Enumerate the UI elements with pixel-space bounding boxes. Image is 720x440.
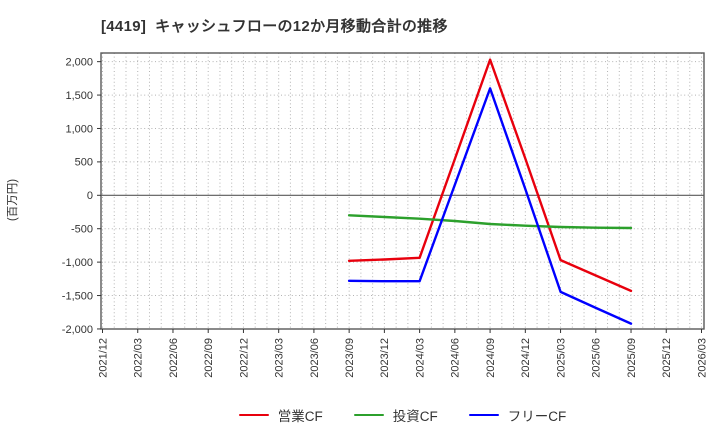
- x-tick-label: 2022/09: [203, 338, 215, 378]
- legend-item-operating-cf: 営業CF: [238, 405, 323, 425]
- y-tick-label: -500: [71, 224, 93, 236]
- y-tick-label: 1,000: [65, 123, 93, 135]
- y-tick-label: 1,500: [65, 90, 93, 102]
- x-tick-label: 2025/03: [555, 338, 567, 378]
- x-tick-label: 2025/12: [661, 338, 673, 378]
- x-tick-label: 2024/03: [414, 338, 426, 378]
- legend-line-investing-cf-icon: [353, 413, 384, 417]
- x-tick-label: 2024/09: [485, 338, 497, 378]
- chart-title: [4419] キャッシュフローの12か月移動合計の推移: [101, 18, 448, 35]
- y-tick-label: -1,000: [62, 257, 93, 269]
- x-tick-label: 2023/09: [344, 338, 356, 378]
- series-line-0: [347, 58, 633, 293]
- y-tick-label: -2,000: [62, 324, 93, 336]
- y-tick-label: -1,500: [62, 290, 93, 302]
- x-tick-label: 2023/03: [274, 338, 286, 378]
- x-tick-label: 2023/12: [379, 338, 391, 378]
- x-tick-label: 2021/12: [97, 338, 109, 378]
- legend-item-investing-cf: 投資CF: [353, 405, 438, 425]
- x-tick-label: 2024/12: [520, 338, 532, 378]
- plot-border: [100, 52, 705, 330]
- x-tick-label: 2023/06: [309, 338, 321, 378]
- x-tick-label: 2025/09: [626, 338, 638, 378]
- series-line-2: [347, 87, 633, 325]
- legend-line-free-cf-icon: [468, 413, 499, 417]
- y-tick-label: 2,000: [65, 57, 93, 69]
- legend-item-free-cf: フリーCF: [468, 405, 567, 425]
- legend: 営業CF 投資CF フリーCF: [101, 404, 704, 426]
- y-tick-label: 0: [87, 190, 93, 202]
- x-tick-label: 2022/12: [238, 338, 250, 378]
- series-line-1: [347, 214, 633, 230]
- legend-label-free-cf: フリーCF: [507, 409, 567, 424]
- y-tick-label: 500: [75, 157, 93, 169]
- legend-label-investing-cf: 投資CF: [392, 409, 438, 424]
- legend-label-operating-cf: 営業CF: [277, 409, 323, 424]
- x-tick-label: 2025/06: [591, 338, 603, 378]
- x-tick-label: 2026/03: [696, 338, 708, 378]
- x-tick-label: 2022/06: [168, 338, 180, 378]
- legend-line-operating-cf-icon: [238, 413, 269, 417]
- x-tick-label: 2024/06: [450, 338, 462, 378]
- x-tick-label: 2022/03: [133, 338, 145, 378]
